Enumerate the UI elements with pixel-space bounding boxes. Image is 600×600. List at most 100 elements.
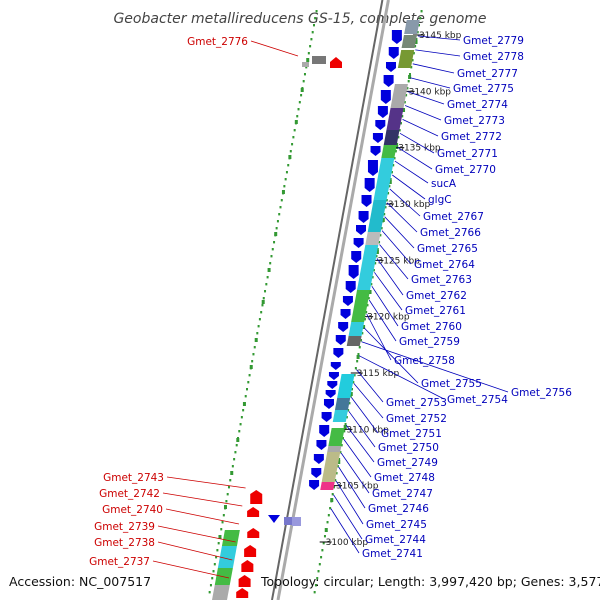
function-segment bbox=[367, 200, 387, 232]
topology-text: Topology: circular; Length: 3,997,420 bp… bbox=[260, 574, 600, 589]
gc-dot bbox=[310, 38, 313, 41]
gc-dot bbox=[211, 577, 214, 580]
gc-dot bbox=[335, 472, 338, 475]
leader-line bbox=[415, 49, 461, 57]
genome-backbone bbox=[271, 0, 390, 600]
gc-dot bbox=[339, 451, 342, 454]
gene-label: Gmet_2777 bbox=[457, 68, 518, 80]
function-segment bbox=[397, 50, 415, 68]
gc-dot bbox=[392, 164, 395, 167]
gc-dot bbox=[351, 388, 354, 391]
gc-dot bbox=[298, 101, 301, 104]
gc-dot bbox=[316, 577, 319, 580]
gc-dash bbox=[414, 40, 418, 44]
gc-dot bbox=[303, 73, 306, 76]
function-segment bbox=[373, 158, 395, 200]
reverse-gene-arrow bbox=[244, 545, 257, 557]
forward-gene-arrow bbox=[388, 47, 399, 59]
gc-dash bbox=[288, 155, 292, 159]
gc-dash bbox=[230, 471, 234, 475]
forward-gene-arrow bbox=[330, 362, 341, 370]
gc-dot bbox=[317, 570, 320, 573]
leader-line bbox=[363, 327, 419, 384]
gc-dot bbox=[388, 185, 391, 188]
leader-line bbox=[351, 397, 379, 434]
gene-label: Gmet_2778 bbox=[463, 51, 524, 63]
gc-dot bbox=[227, 486, 230, 489]
gc-dash bbox=[254, 338, 258, 342]
gc-dot bbox=[334, 479, 337, 482]
leader-line bbox=[152, 560, 230, 579]
forward-gene-block bbox=[284, 517, 292, 525]
gene-label: Gmet_2747 bbox=[372, 488, 433, 500]
gc-dot bbox=[332, 486, 335, 489]
function-segment bbox=[365, 232, 381, 245]
gc-dot bbox=[390, 171, 393, 174]
gc-dot bbox=[221, 521, 224, 524]
gc-dot bbox=[307, 52, 310, 55]
label-leader-lines bbox=[152, 35, 509, 579]
gc-dot bbox=[208, 591, 211, 594]
gc-dot bbox=[269, 262, 272, 265]
gene-label: Gmet_2773 bbox=[444, 115, 505, 127]
gc-dot bbox=[396, 143, 399, 146]
gc-dot bbox=[357, 353, 360, 356]
gc-dot bbox=[401, 115, 404, 118]
gc-dot bbox=[231, 465, 234, 468]
tick-label: 3110 kbp bbox=[346, 425, 389, 435]
function-segment bbox=[332, 410, 348, 422]
gc-dot bbox=[320, 556, 323, 559]
gc-dot bbox=[240, 416, 243, 419]
gc-dot bbox=[313, 591, 316, 594]
gc-dash bbox=[249, 365, 253, 369]
forward-gene-arrow bbox=[391, 30, 402, 44]
forward-gene-arrow bbox=[372, 133, 383, 143]
leader-line bbox=[381, 230, 412, 265]
gene-label: Gmet_2750 bbox=[378, 442, 439, 454]
leader-line bbox=[343, 438, 372, 478]
tick-label: 3115 kbp bbox=[357, 369, 400, 379]
gc-dot bbox=[420, 10, 423, 13]
function-segment bbox=[401, 35, 417, 48]
gene-label: Gmet_2774 bbox=[447, 99, 508, 111]
reverse-gene-arrow bbox=[238, 575, 251, 587]
gc-dot bbox=[292, 136, 295, 139]
gc-dot bbox=[411, 59, 414, 62]
gc-dot bbox=[326, 521, 329, 524]
gc-dot bbox=[220, 528, 223, 531]
forward-gene-arrow bbox=[377, 106, 388, 118]
function-segment bbox=[386, 108, 404, 130]
forward-gene-arrow bbox=[316, 440, 327, 450]
leader-line bbox=[356, 369, 384, 403]
leader-line bbox=[157, 525, 236, 543]
forward-gene-arrow bbox=[367, 160, 378, 176]
gene-label: Gmet_2756 bbox=[511, 387, 572, 399]
gc-dot bbox=[291, 143, 294, 146]
gc-dot bbox=[229, 479, 232, 482]
gene-label: Gmet_2745 bbox=[366, 519, 427, 531]
gc-dot bbox=[261, 304, 264, 307]
gc-dot bbox=[278, 213, 281, 216]
gene-labels: Gmet_2779 Gmet_2778 Gmet_2777 Gmet_2775 Gmet… bbox=[89, 35, 572, 568]
function-segment bbox=[221, 530, 240, 546]
tick-label: 3105 kbp bbox=[336, 482, 379, 492]
function-segment bbox=[212, 585, 230, 600]
gc-dot bbox=[212, 570, 215, 573]
forward-gene-arrow bbox=[325, 390, 336, 398]
gc-dot bbox=[376, 248, 379, 251]
tick-label: 3135 kbp bbox=[398, 144, 441, 154]
gene-label: Gmet_2767 bbox=[423, 211, 484, 223]
forward-gene-arrow bbox=[268, 515, 280, 523]
gc-dot bbox=[258, 318, 261, 321]
gc-dot bbox=[239, 423, 242, 426]
gene-label: Gmet_2744 bbox=[365, 534, 426, 546]
gc-dot bbox=[309, 45, 312, 48]
gc-dot bbox=[265, 283, 268, 286]
forward-gene-arrow bbox=[309, 480, 320, 490]
gc-dot bbox=[380, 227, 383, 230]
gene-label: Gmet_2751 bbox=[381, 428, 442, 440]
forward-gene-arrow bbox=[364, 178, 375, 192]
gc-content-track bbox=[208, 10, 423, 594]
gc-dot bbox=[270, 255, 273, 258]
tick-label: 3120 kbp bbox=[367, 313, 410, 323]
